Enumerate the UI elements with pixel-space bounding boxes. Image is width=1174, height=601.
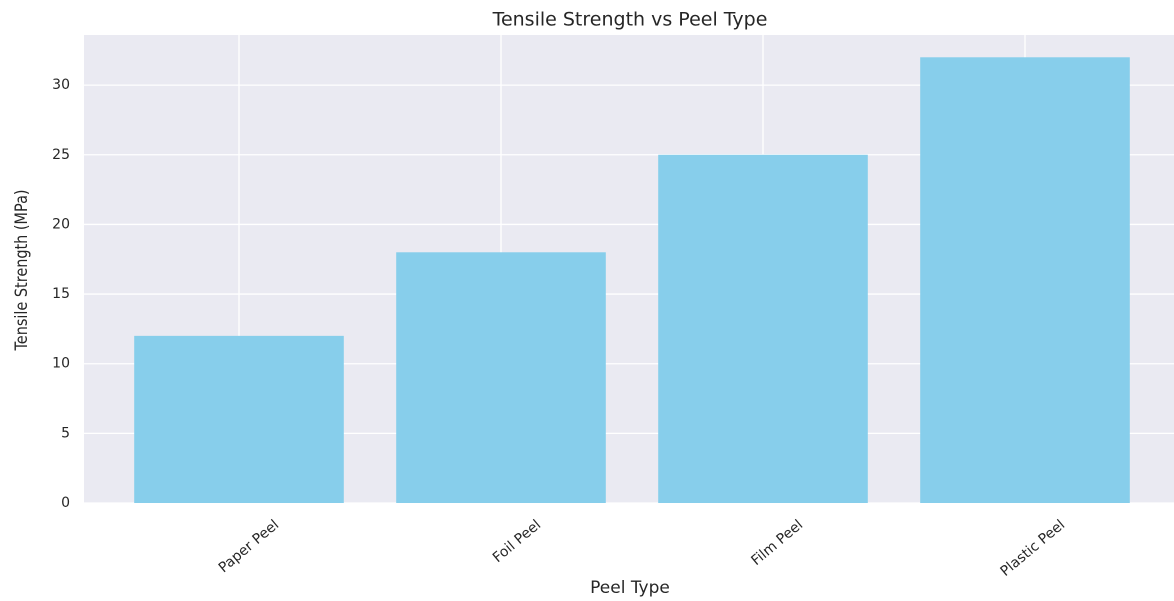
y-axis-label: Tensile Strength (MPa): [11, 189, 31, 351]
y-tick-label: 0: [61, 495, 70, 511]
y-tick-label: 15: [52, 286, 70, 302]
x-axis-label: Peel Type: [590, 578, 670, 598]
bar: [658, 154, 868, 504]
chart-title: Tensile Strength vs Peel Type: [492, 9, 768, 31]
x-tick-label: Paper Peel: [216, 517, 282, 576]
x-tick-label: Plastic Peel: [997, 517, 1068, 580]
y-tick-label: 10: [52, 356, 70, 372]
y-tick-label: 25: [52, 147, 70, 163]
x-tick-label: Foil Peel: [490, 517, 544, 566]
bar: [134, 335, 344, 503]
y-tick-label: 5: [61, 425, 70, 441]
bar: [920, 57, 1130, 504]
y-tick-label: 30: [52, 77, 70, 93]
bar: [396, 252, 606, 503]
y-tick-label: 20: [52, 216, 70, 232]
x-tick-label: Film Peel: [748, 517, 806, 569]
